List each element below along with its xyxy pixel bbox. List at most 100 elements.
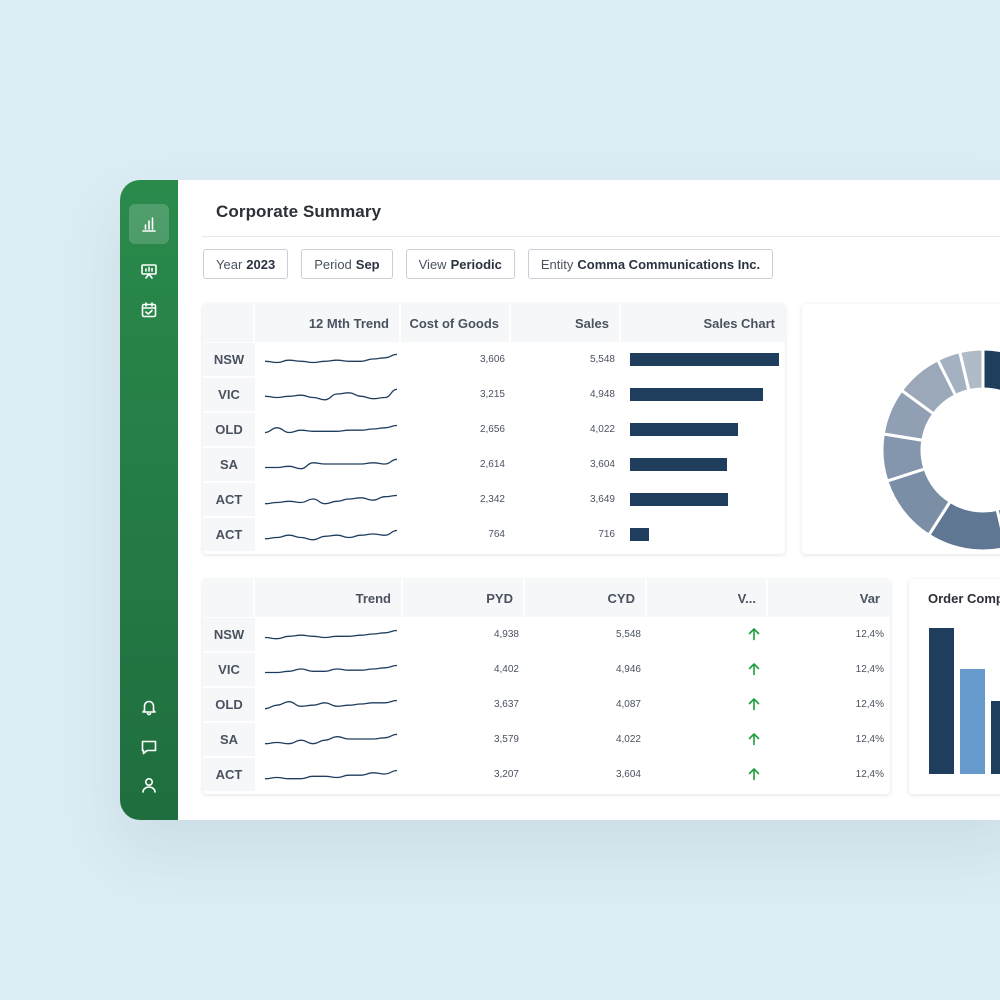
arrow-up-icon [748, 768, 760, 781]
sparkline-path [264, 494, 398, 505]
row-region: VIC [203, 653, 255, 686]
cell-cost-of-goods: 3,606 [479, 354, 505, 365]
sparkline-path [264, 699, 398, 710]
sparkline [265, 458, 398, 470]
header-cyd[interactable]: CYD [525, 579, 647, 617]
filter-view[interactable]: View Periodic [405, 249, 515, 279]
cell-cost-of-goods: 2,614 [479, 459, 505, 470]
filter-label: Entity [540, 256, 574, 272]
sparkline [264, 629, 398, 640]
cell-sales: 3,649 [589, 494, 615, 505]
order-bar[interactable] [929, 628, 954, 774]
filter-value: Comma Communications Inc. [577, 256, 761, 272]
row-region: ACT [203, 483, 255, 516]
row-region: OLD [203, 688, 255, 721]
row-region: NSW [203, 343, 255, 376]
main-content: Corporate Summary Year 2023 Period Sep Vie… [178, 180, 1000, 820]
filter-period[interactable]: Period Sep [301, 249, 393, 279]
order-chart-card: Order Comp [909, 579, 1000, 794]
sparkline-path [265, 458, 398, 470]
donut-slice[interactable] [981, 347, 1000, 434]
row-region: SA [203, 723, 255, 756]
row-region: OLD [203, 413, 255, 446]
filter-entity[interactable]: Entity Comma Communications Inc. [527, 249, 774, 279]
filter-year[interactable]: Year 2023 [203, 249, 289, 279]
donut-card [802, 304, 1000, 554]
arrow-up-icon [748, 698, 760, 711]
header-var[interactable]: Var [768, 579, 890, 617]
sparkline-path [264, 424, 398, 434]
row-region: NSW [203, 618, 255, 651]
sparkline [264, 424, 398, 434]
cell-cyd: 4,022 [615, 734, 641, 745]
cell-cost-of-goods: 3,215 [479, 389, 505, 400]
sparkline-path [264, 529, 398, 541]
sales-table-card: 12 Mth Trend Cost of Goods Sales Sales C… [203, 304, 785, 554]
order-bar[interactable] [991, 701, 1000, 774]
sparkline [264, 733, 398, 745]
cell-sales: 716 [598, 529, 615, 540]
header-blank [203, 304, 255, 342]
sales-bar [630, 458, 727, 471]
row-region: ACT [203, 518, 255, 551]
header-pyd[interactable]: PYD [403, 579, 525, 617]
header-sales-chart[interactable]: Sales Chart [621, 304, 785, 342]
header-trend[interactable]: 12 Mth Trend [255, 304, 401, 342]
sparkline-path [264, 733, 398, 745]
filter-value: Periodic [450, 256, 502, 272]
app-window: Corporate Summary Year 2023 Period Sep Vie… [120, 180, 1000, 820]
page-title: Corporate Summary [216, 202, 382, 221]
bell-icon[interactable] [129, 687, 169, 727]
cell-sales: 5,548 [589, 354, 615, 365]
cell-sales: 4,948 [589, 389, 615, 400]
filter-label: View [418, 256, 447, 272]
cell-cost-of-goods: 764 [488, 529, 505, 540]
sparkline-path [264, 769, 398, 780]
message-icon[interactable] [129, 727, 169, 767]
cell-sales: 3,604 [589, 459, 615, 470]
cell-cost-of-goods: 2,342 [479, 494, 505, 505]
sparkline [265, 664, 398, 674]
donut-slice[interactable] [957, 347, 985, 393]
cell-pyd: 3,207 [493, 769, 519, 780]
divider [202, 236, 1000, 237]
cell-pyd: 3,637 [493, 699, 519, 710]
cell-cyd: 4,087 [615, 699, 641, 710]
sparkline-path [264, 388, 398, 401]
cell-pyd: 4,402 [493, 664, 519, 675]
variance-table-card: Trend PYD CYD V... Var NSW 4,938 5,548 12,4… [203, 579, 890, 794]
header-trend[interactable]: Trend [255, 579, 403, 617]
arrow-up-icon [748, 663, 760, 676]
sales-bar [630, 388, 763, 401]
sparkline [264, 529, 398, 541]
cell-var: 12,4% [855, 699, 884, 710]
cell-cost-of-goods: 2,656 [479, 424, 505, 435]
user-icon[interactable] [129, 765, 169, 805]
presentation-icon[interactable] [129, 251, 169, 291]
filter-value: Sep [355, 256, 380, 272]
cell-pyd: 4,938 [493, 629, 519, 640]
sales-bar [630, 353, 779, 366]
header-sales[interactable]: Sales [511, 304, 621, 342]
arrow-up-icon [748, 628, 760, 641]
header-cost-of-goods[interactable]: Cost of Goods [401, 304, 511, 342]
sparkline-path [264, 629, 398, 640]
header-variance-indicator[interactable]: V... [647, 579, 768, 617]
sales-bar [630, 528, 650, 541]
sales-bar [630, 493, 728, 506]
cell-var: 12,4% [855, 734, 884, 745]
cell-pyd: 3,579 [493, 734, 519, 745]
filter-label: Year [216, 256, 243, 272]
row-region: VIC [203, 378, 255, 411]
filter-label: Period [314, 256, 352, 272]
order-chart-title: Order Comp [928, 591, 1000, 606]
cell-var: 12,4% [855, 629, 884, 640]
bar-chart-icon[interactable] [129, 204, 169, 244]
sparkline [264, 699, 398, 710]
order-bar[interactable] [960, 668, 985, 774]
calendar-check-icon[interactable] [129, 290, 169, 330]
sparkline [264, 388, 398, 401]
sales-bar [630, 423, 738, 436]
cell-cyd: 4,946 [615, 664, 641, 675]
